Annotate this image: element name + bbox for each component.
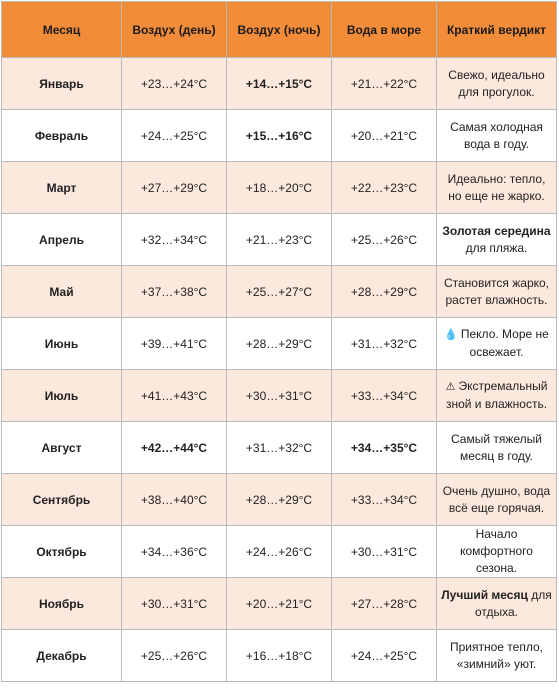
table-row: Апрель +32…+34°C +21…+23°C +25…+26°C Золотая… <box>1 213 557 266</box>
air-day-cell: +42…+44°C <box>121 421 227 474</box>
table-row: Ноябрь +30…+31°C +20…+21°C +27…+28°C Лучший … <box>1 577 557 630</box>
air-day-cell: +27…+29°C <box>121 161 227 214</box>
table-row: Февраль +24…+25°C +15…+16°C +20…+21°C Самая … <box>1 109 557 162</box>
verdict-text: Приятное тепло, «зимний» уют. <box>450 639 543 671</box>
verdict-text: Свежо, идеально для прогулок. <box>448 67 545 99</box>
verdict-cell: ⚠ Экстремальный зной и влажность. <box>436 369 557 422</box>
air-day-cell: +32…+34°C <box>121 213 227 266</box>
month-cell: Апрель <box>1 213 122 266</box>
table-row: Июль +41…+43°C +30…+31°C +33…+34°C ⚠ Экстрема… <box>1 369 557 422</box>
sea-water-cell: +33…+34°C <box>331 369 437 422</box>
verdict-highlight: Золотая середина <box>442 223 551 238</box>
air-day-cell: +23…+24°C <box>121 57 227 110</box>
verdict-text: Очень душно, вода всё еще горячая. <box>442 483 551 515</box>
air-day-cell: +30…+31°C <box>121 577 227 630</box>
verdict-cell: Лучший месяц для отдыха. <box>436 577 557 630</box>
month-cell: Август <box>1 421 122 474</box>
sea-water-cell: +22…+23°C <box>331 161 437 214</box>
air-night-cell: +20…+21°C <box>226 577 332 630</box>
verdict-cell: Свежо, идеально для прогулок. <box>436 57 557 110</box>
table-row: Июнь +39…+41°C +28…+29°C +31…+32°C 💧 Пекло. М… <box>1 317 557 370</box>
sea-water-cell: +20…+21°C <box>331 109 437 162</box>
table-row: Октябрь +34…+36°C +24…+26°C +30…+31°C Начало… <box>1 525 557 578</box>
air-day-cell: +34…+36°C <box>121 525 227 578</box>
air-night-cell: +28…+29°C <box>226 473 332 526</box>
air-night-cell: +15…+16°C <box>226 109 332 162</box>
sea-water-cell: +21…+22°C <box>331 57 437 110</box>
month-cell: Октябрь <box>1 525 122 578</box>
verdict-text: Пекло. Море не освежает. <box>460 327 549 359</box>
droplet-icon: 💧 <box>444 329 458 341</box>
verdict-cell: Самый тяжелый месяц в году. <box>436 421 557 474</box>
table-row: Сентябрь +38…+40°C +28…+29°C +33…+34°C Очень… <box>1 473 557 526</box>
header-verdict: Краткий вердикт <box>436 1 557 58</box>
header-air-night: Воздух (ночь) <box>226 1 332 58</box>
verdict-text: Становится жарко, растет влажность. <box>443 275 550 307</box>
table-row: Май +37…+38°C +25…+27°C +28…+29°C Становится… <box>1 265 557 318</box>
verdict-cell: Золотая середина для пляжа. <box>436 213 557 266</box>
sea-water-cell: +31…+32°C <box>331 317 437 370</box>
month-cell: Сентябрь <box>1 473 122 526</box>
sea-water-cell: +30…+31°C <box>331 525 437 578</box>
sea-water-cell: +28…+29°C <box>331 265 437 318</box>
table-row: Август +42…+44°C +31…+32°C +34…+35°C Самый т… <box>1 421 557 474</box>
warning-icon: ⚠ <box>445 381 456 393</box>
air-day-cell: +24…+25°C <box>121 109 227 162</box>
air-night-cell: +31…+32°C <box>226 421 332 474</box>
verdict-cell: Начало комфортного сезона. <box>436 525 557 578</box>
air-night-cell: +21…+23°C <box>226 213 332 266</box>
sea-water-cell: +27…+28°C <box>331 577 437 630</box>
verdict-text: Начало комфортного сезона. <box>460 527 533 575</box>
sea-water-cell: +25…+26°C <box>331 213 437 266</box>
verdict-text: Экстремальный зной и влажность. <box>445 379 548 411</box>
verdict-cell: Приятное тепло, «зимний» уют. <box>436 629 557 682</box>
month-cell: Январь <box>1 57 122 110</box>
verdict-highlight: Лучший месяц <box>441 587 528 602</box>
table-header-row: Месяц Воздух (день) Воздух (ночь) Вода в… <box>1 1 557 58</box>
header-air-day: Воздух (день) <box>121 1 227 58</box>
header-month: Месяц <box>1 1 122 58</box>
header-sea-water: Вода в море <box>331 1 437 58</box>
verdict-cell: Идеально: тепло, но еще не жарко. <box>436 161 557 214</box>
month-cell: Декабрь <box>1 629 122 682</box>
month-cell: Май <box>1 265 122 318</box>
month-cell: Июнь <box>1 317 122 370</box>
air-day-cell: +41…+43°C <box>121 369 227 422</box>
air-day-cell: +25…+26°C <box>121 629 227 682</box>
air-day-cell: +38…+40°C <box>121 473 227 526</box>
month-cell: Июль <box>1 369 122 422</box>
verdict-cell: 💧 Пекло. Море не освежает. <box>436 317 557 370</box>
air-night-cell: +30…+31°C <box>226 369 332 422</box>
month-cell: Февраль <box>1 109 122 162</box>
air-day-cell: +39…+41°C <box>121 317 227 370</box>
table-row: Январь +23…+24°C +14…+15°C +21…+22°C Свежо, … <box>1 57 557 110</box>
sea-water-cell: +34…+35°C <box>331 421 437 474</box>
table-body: Январь +23…+24°C +14…+15°C +21…+22°C Свежо, … <box>1 57 557 682</box>
verdict-text: для пляжа. <box>465 240 528 255</box>
verdict-cell: Очень душно, вода всё еще горячая. <box>436 473 557 526</box>
verdict-text: Идеально: тепло, но еще не жарко. <box>447 171 546 203</box>
air-night-cell: +18…+20°C <box>226 161 332 214</box>
air-night-cell: +28…+29°C <box>226 317 332 370</box>
sea-water-cell: +33…+34°C <box>331 473 437 526</box>
verdict-text: Самая холодная вода в году. <box>450 119 543 151</box>
air-day-cell: +37…+38°C <box>121 265 227 318</box>
table-row: Март +27…+29°C +18…+20°C +22…+23°C Идеально:… <box>1 161 557 214</box>
air-night-cell: +16…+18°C <box>226 629 332 682</box>
verdict-text: Самый тяжелый месяц в году. <box>450 431 542 463</box>
air-night-cell: +25…+27°C <box>226 265 332 318</box>
verdict-cell: Становится жарко, растет влажность. <box>436 265 557 318</box>
table-row: Декабрь +25…+26°C +16…+18°C +24…+25°C Приятн… <box>1 629 557 682</box>
verdict-cell: Самая холодная вода в году. <box>436 109 557 162</box>
month-cell: Март <box>1 161 122 214</box>
air-night-cell: +14…+15°C <box>226 57 332 110</box>
sea-water-cell: +24…+25°C <box>331 629 437 682</box>
air-night-cell: +24…+26°C <box>226 525 332 578</box>
verdict-text: для отдыха. <box>474 587 552 619</box>
month-cell: Ноябрь <box>1 577 122 630</box>
